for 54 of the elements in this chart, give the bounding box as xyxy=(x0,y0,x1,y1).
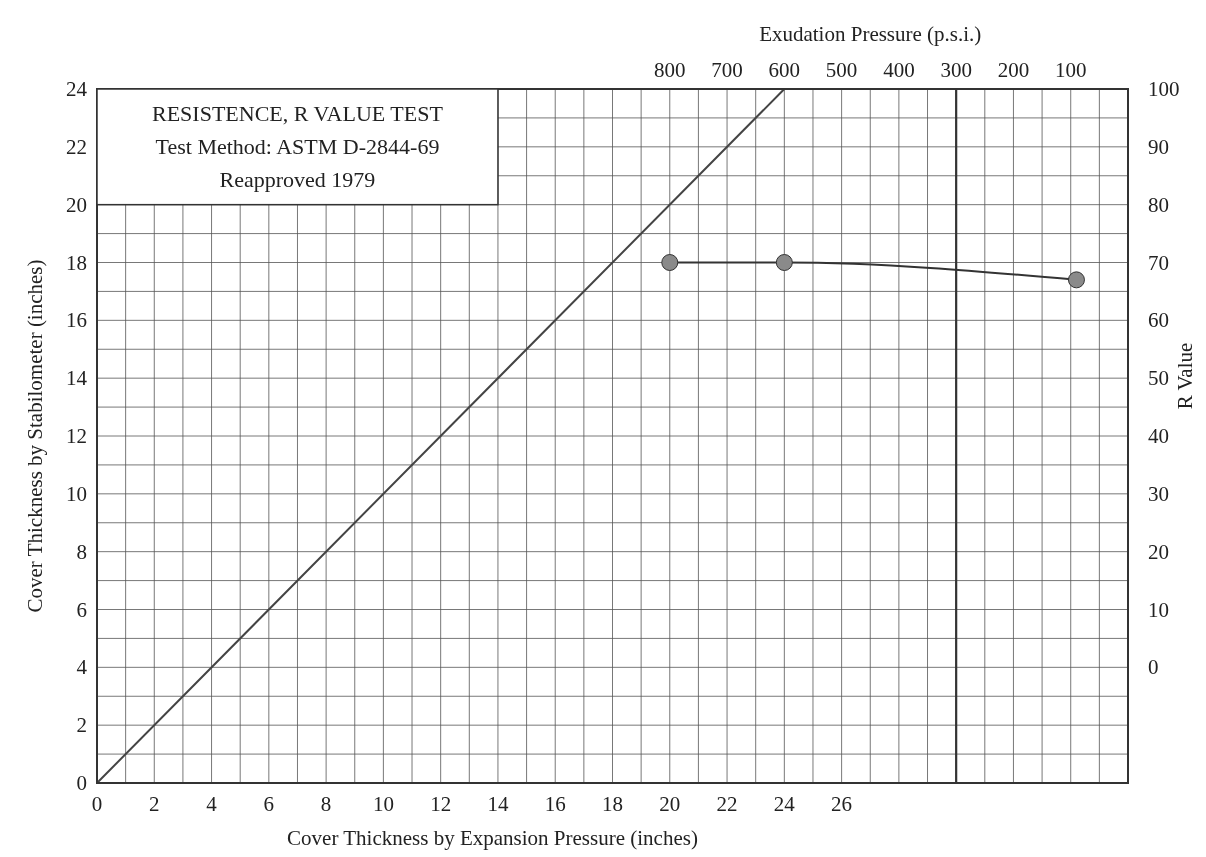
x-tick-label: 26 xyxy=(831,792,853,816)
y2-tick-label: 60 xyxy=(1148,308,1169,333)
x2-tick-label: 700 xyxy=(711,58,743,82)
y-tick-label: 0 xyxy=(76,771,87,795)
x-tick-label: 24 xyxy=(773,792,796,816)
y2-tick-label: 80 xyxy=(1148,192,1169,217)
annotation: Test Method: ASTM D-2844-69 xyxy=(155,134,440,159)
x2-tick-label: 300 xyxy=(940,58,972,82)
y-tick-label: 24 xyxy=(66,77,88,101)
x-tick-label: 12 xyxy=(430,792,452,816)
y2-tick-label: 70 xyxy=(1148,250,1169,275)
y2-axis-title: R Value xyxy=(1173,342,1197,410)
x-tick-label: 14 xyxy=(487,792,509,816)
x2-tick-label: 500 xyxy=(825,58,858,82)
x-tick-label: 22 xyxy=(716,792,738,816)
x-tick-label: 20 xyxy=(659,792,681,816)
y2-tick-label: 40 xyxy=(1148,424,1169,448)
y-tick-label: 8 xyxy=(76,539,87,564)
y-tick-label: 2 xyxy=(76,713,87,738)
y2-tick-label: 100 xyxy=(1148,77,1180,101)
annotation: RESISTENCE, R VALUE TEST xyxy=(152,101,444,126)
x-tick-label: 18 xyxy=(602,792,623,816)
y-tick-label: 4 xyxy=(76,655,88,680)
x-tick-label: 10 xyxy=(372,792,394,816)
note-box: RESISTENCE, R VALUE TEST Test Method: ASTM D-2844-69 Reapproved 1979 xyxy=(96,88,499,206)
x2-tick-label: 600 xyxy=(768,58,801,82)
y-tick-label: 10 xyxy=(66,481,87,506)
y-tick-label: 14 xyxy=(66,366,88,391)
x2-tick-label: 200 xyxy=(997,58,1030,82)
y-tick-label: 12 xyxy=(66,424,87,448)
x2-tick-label: 800 xyxy=(654,58,686,82)
y-tick-label: 20 xyxy=(66,192,87,217)
x2-axis-title: Exudation Pressure (p.s.i.) xyxy=(759,22,982,46)
y2-tick-label: 50 xyxy=(1148,366,1169,391)
y2-tick-label: 90 xyxy=(1148,134,1169,159)
y-tick-label: 16 xyxy=(66,308,87,333)
x-tick-label: 2 xyxy=(149,792,160,816)
annotation: Reapproved 1979 xyxy=(219,167,376,192)
y-tick-label: 18 xyxy=(66,250,87,275)
x-tick-label: 6 xyxy=(263,792,275,816)
x-tick-label: 4 xyxy=(206,792,218,816)
y2-tick-label: 0 xyxy=(1148,655,1159,680)
y-tick-label: 22 xyxy=(66,134,87,159)
y2-tick-label: 30 xyxy=(1148,481,1169,506)
x-tick-label: 0 xyxy=(91,792,103,816)
x-axis-title: Cover Thickness by Expansion Pressure (inches) xyxy=(287,826,698,850)
y-tick-label: 6 xyxy=(76,597,87,622)
y2-tick-label: 10 xyxy=(1148,597,1169,622)
y-axis-title: Cover Thickness by Stabilometer (inches) xyxy=(23,259,47,613)
x-tick-label: 16 xyxy=(544,792,566,816)
x-tick-label: 8 xyxy=(320,792,332,816)
y2-tick-label: 20 xyxy=(1148,539,1169,564)
x2-tick-label: 400 xyxy=(883,58,915,82)
x2-tick-label: 100 xyxy=(1054,58,1087,82)
